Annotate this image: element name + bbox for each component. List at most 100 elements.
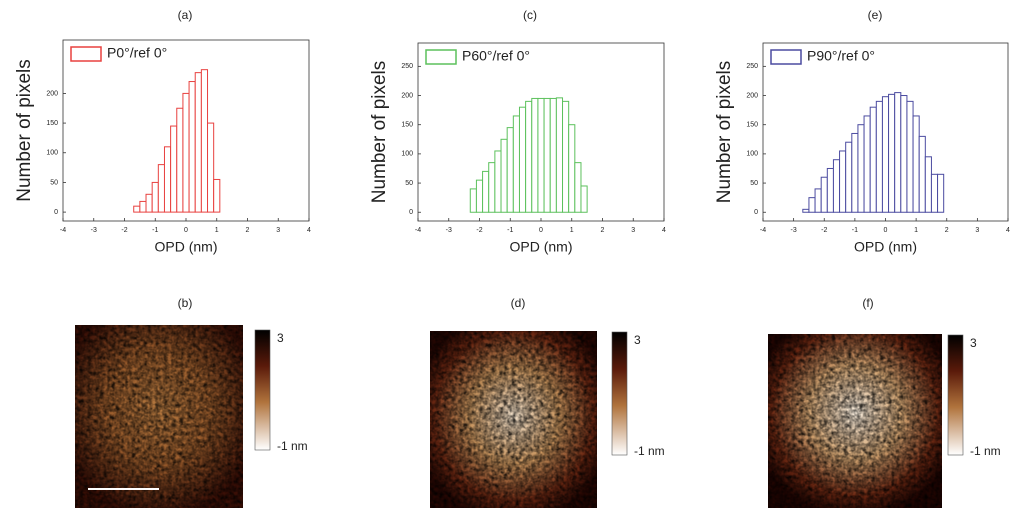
y-tick-label: 150	[46, 120, 58, 127]
histogram-bar	[857, 124, 865, 213]
x-tick-label: 0	[884, 227, 888, 234]
histogram-bar	[875, 100, 883, 213]
histogram-bar	[531, 97, 539, 213]
x-axis-label: OPD (nm)	[854, 239, 917, 255]
x-tick-label: -3	[91, 227, 97, 234]
y-tick-label: 100	[746, 151, 758, 158]
map-b	[75, 325, 243, 508]
x-tick-label: 1	[570, 227, 574, 234]
histogram-bar	[488, 162, 496, 213]
legend-label: P60°/ref 0°	[462, 48, 530, 64]
colorbar-min-label: -1 nm	[634, 444, 665, 458]
x-tick-label: 0	[184, 227, 188, 234]
x-tick-label: -2	[476, 227, 482, 234]
histogram-bar	[475, 179, 484, 213]
x-tick-label: -1	[152, 227, 158, 234]
x-tick-label: -3	[446, 227, 452, 234]
legend-label: P0°/ref 0°	[107, 45, 167, 61]
y-axis-label: Number of pixels	[14, 59, 35, 202]
legend-label: P90°/ref 0°	[807, 48, 875, 64]
histogram-bar	[549, 97, 557, 213]
y-tick-label: 100	[401, 151, 413, 158]
x-tick-label: -4	[60, 227, 66, 234]
histogram-bar	[139, 200, 147, 213]
x-tick-label: 4	[307, 227, 311, 234]
histogram-bar	[851, 132, 859, 213]
histogram-bar	[845, 141, 853, 213]
y-tick-label: 200	[46, 90, 58, 97]
histogram-bar	[500, 138, 508, 213]
histogram-bar	[906, 100, 914, 213]
histogram-bar	[881, 96, 890, 213]
histogram-bar	[512, 115, 520, 213]
x-tick-label: 3	[631, 227, 635, 234]
histogram-bar	[863, 115, 871, 213]
histogram-bar	[151, 181, 159, 213]
x-axis-label: OPD (nm)	[510, 239, 573, 255]
y-tick-label: 0	[754, 209, 758, 216]
histogram-bar	[525, 100, 533, 213]
map-f	[768, 334, 942, 508]
panel-label: (d)	[511, 296, 526, 310]
panel-label: (a)	[178, 8, 193, 22]
histogram-bar	[924, 156, 932, 213]
colorbar-max-label: 3	[634, 333, 641, 347]
x-tick-label: -3	[791, 227, 797, 234]
histogram-bar	[814, 188, 822, 213]
x-tick-label: -4	[760, 227, 766, 234]
histogram-bar	[188, 81, 196, 213]
histogram-bar	[574, 162, 582, 213]
legend-swatch	[770, 49, 802, 65]
histogram-bar	[494, 150, 502, 213]
panel-label: (b)	[178, 296, 193, 310]
y-axis-label: Number of pixels	[369, 61, 390, 204]
legend-swatch	[70, 46, 102, 62]
histogram-bar	[145, 193, 153, 213]
y-tick-label: 100	[46, 150, 58, 157]
x-tick-label: 2	[945, 227, 949, 234]
y-tick-label: 150	[401, 122, 413, 129]
histogram-bar	[562, 100, 570, 213]
histogram-bar	[900, 95, 908, 213]
colorbar	[254, 329, 271, 451]
y-tick-label: 50	[750, 180, 758, 187]
histogram-bar	[133, 205, 141, 213]
histogram-bar	[839, 150, 847, 213]
histogram-bar	[176, 107, 184, 213]
histogram-bar	[912, 115, 920, 213]
x-tick-label: -1	[852, 227, 858, 234]
histogram-bar	[157, 164, 165, 213]
x-tick-label: 1	[215, 227, 219, 234]
histogram-bar	[469, 188, 477, 213]
image-panels	[75, 325, 942, 508]
x-tick-label: -2	[821, 227, 827, 234]
colorbar	[947, 334, 964, 456]
histogram-bar	[213, 178, 221, 213]
histogram-bar	[888, 93, 896, 213]
histogram-bar	[869, 106, 877, 213]
histogram-bar	[568, 124, 576, 213]
y-tick-label: 250	[746, 63, 758, 70]
histogram-bar	[937, 173, 945, 213]
x-tick-label: 4	[1006, 227, 1010, 234]
histogram-bar	[894, 92, 902, 213]
panel-label: (c)	[523, 8, 537, 22]
histogram-bar	[170, 125, 178, 213]
x-axis-label: OPD (nm)	[155, 239, 218, 255]
y-tick-label: 200	[746, 92, 758, 99]
histogram-bar	[820, 176, 828, 213]
y-tick-label: 150	[746, 122, 758, 129]
map-d	[430, 331, 597, 508]
colorbar-min-label: -1 nm	[970, 444, 1001, 458]
histogram-bar	[518, 106, 527, 213]
histogram-bar	[200, 69, 209, 213]
panel-label: (e)	[868, 8, 883, 22]
histogram-bar	[194, 72, 202, 213]
histogram-bar	[543, 97, 551, 213]
histogram-bar	[163, 146, 172, 213]
histogram-bar	[832, 159, 841, 213]
panel-label: (f)	[862, 296, 873, 310]
x-tick-label: 1	[914, 227, 918, 234]
histogram-bar	[918, 135, 926, 213]
